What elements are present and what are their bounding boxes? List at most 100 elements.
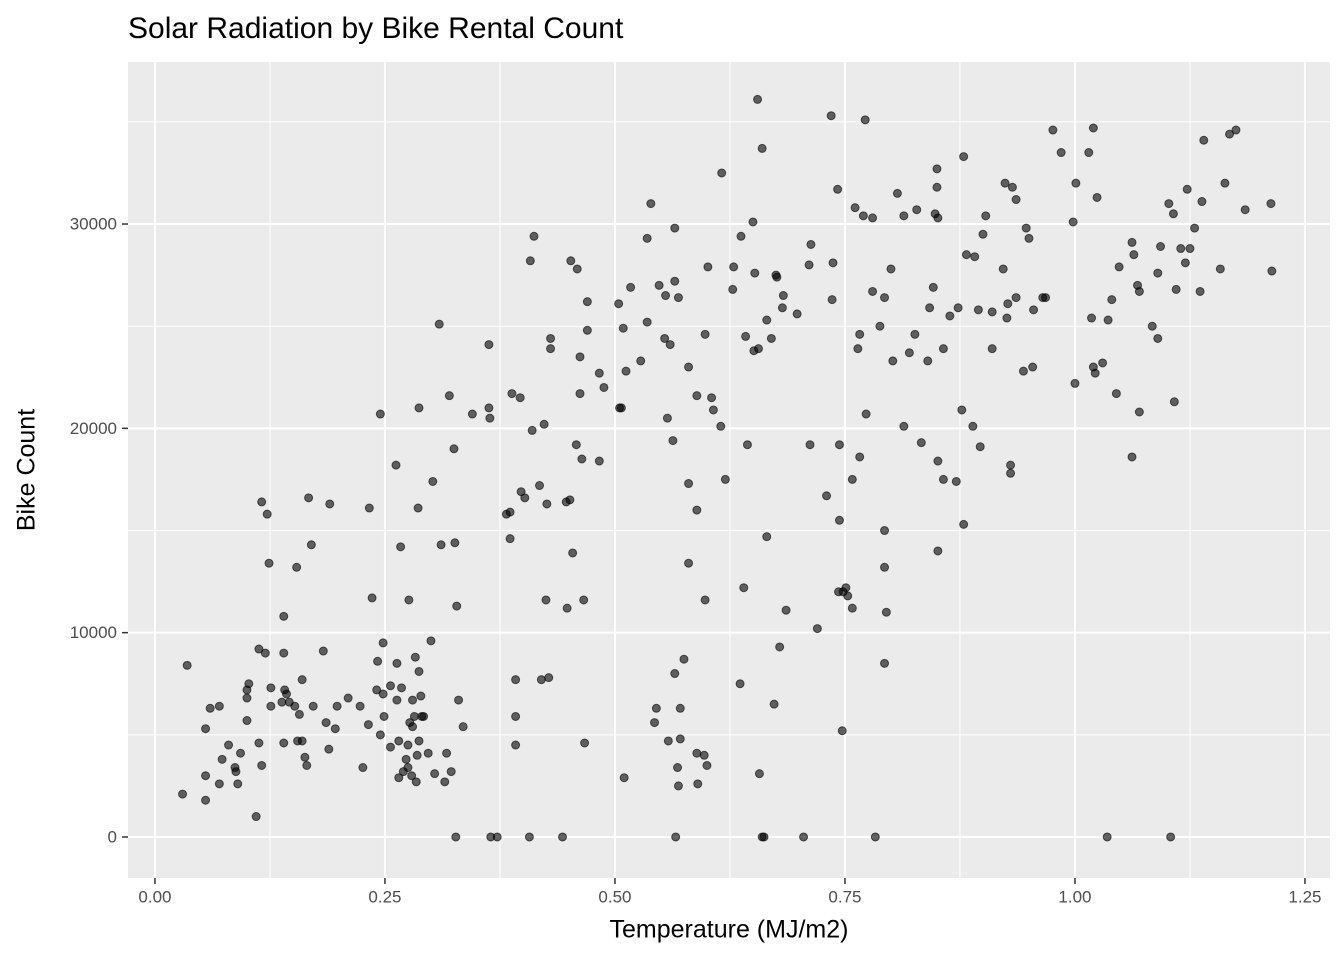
- point: [1071, 178, 1081, 188]
- point: [525, 256, 535, 266]
- point: [987, 307, 997, 317]
- point: [290, 701, 300, 711]
- point: [575, 352, 585, 362]
- point: [675, 734, 685, 744]
- point: [484, 403, 494, 413]
- point: [729, 262, 739, 272]
- point: [1068, 217, 1078, 227]
- point: [1166, 832, 1176, 842]
- point: [720, 474, 730, 484]
- point: [1240, 205, 1250, 215]
- point: [735, 679, 745, 689]
- point: [423, 748, 433, 758]
- point: [401, 754, 411, 764]
- plot-panel: [128, 62, 1330, 878]
- point: [266, 683, 276, 693]
- point: [1180, 258, 1190, 268]
- point: [933, 456, 943, 466]
- point: [1195, 286, 1205, 296]
- point: [888, 356, 898, 366]
- point: [1197, 197, 1207, 207]
- point: [242, 693, 252, 703]
- point: [646, 199, 656, 209]
- point: [684, 479, 694, 489]
- point: [394, 773, 404, 783]
- point: [566, 256, 576, 266]
- point: [1127, 237, 1137, 247]
- point: [679, 654, 689, 664]
- point: [702, 760, 712, 770]
- point: [214, 701, 224, 711]
- point: [938, 474, 948, 484]
- point: [515, 393, 525, 403]
- point: [403, 763, 413, 773]
- point: [833, 184, 843, 194]
- point: [524, 832, 534, 842]
- point: [1000, 178, 1010, 188]
- point: [708, 405, 718, 415]
- point: [467, 409, 477, 419]
- point: [579, 595, 589, 605]
- point: [282, 689, 292, 699]
- point: [881, 607, 891, 617]
- point: [297, 675, 307, 685]
- point: [1147, 321, 1157, 331]
- point: [450, 538, 460, 548]
- point: [933, 213, 943, 223]
- point: [505, 507, 515, 517]
- point: [379, 711, 389, 721]
- point: [916, 438, 926, 448]
- point: [805, 440, 815, 450]
- point: [961, 250, 971, 260]
- point: [413, 503, 423, 513]
- point: [614, 299, 624, 309]
- point: [636, 356, 646, 366]
- point: [325, 499, 335, 509]
- point: [792, 309, 802, 319]
- point: [412, 750, 422, 760]
- point: [619, 773, 629, 783]
- point: [1127, 452, 1137, 462]
- point: [520, 493, 530, 503]
- point: [959, 152, 969, 162]
- point: [754, 769, 764, 779]
- point: [279, 738, 289, 748]
- point: [330, 724, 340, 734]
- point: [880, 293, 890, 303]
- point: [973, 305, 983, 315]
- point: [535, 481, 545, 491]
- point: [414, 736, 424, 746]
- point: [392, 695, 402, 705]
- point: [651, 703, 661, 713]
- point: [302, 760, 312, 770]
- point: [205, 703, 215, 713]
- point: [442, 748, 452, 758]
- point: [868, 213, 878, 223]
- point: [233, 779, 243, 789]
- point: [324, 744, 334, 754]
- point: [923, 356, 933, 366]
- point: [642, 317, 652, 327]
- point: [572, 264, 582, 274]
- point: [886, 264, 896, 274]
- y-tick-label: 20000: [70, 419, 117, 438]
- point: [968, 421, 978, 431]
- point: [403, 740, 413, 750]
- point: [485, 413, 495, 423]
- point: [861, 409, 871, 419]
- point: [546, 333, 556, 343]
- point: [409, 711, 419, 721]
- point: [693, 779, 703, 789]
- point: [201, 724, 211, 734]
- point: [684, 362, 694, 372]
- point: [397, 683, 407, 693]
- point: [777, 303, 787, 313]
- point: [577, 454, 587, 464]
- point: [700, 329, 710, 339]
- point: [841, 583, 851, 593]
- point: [254, 644, 264, 654]
- point: [663, 736, 673, 746]
- point: [858, 211, 868, 221]
- point: [850, 203, 860, 213]
- point: [546, 344, 556, 354]
